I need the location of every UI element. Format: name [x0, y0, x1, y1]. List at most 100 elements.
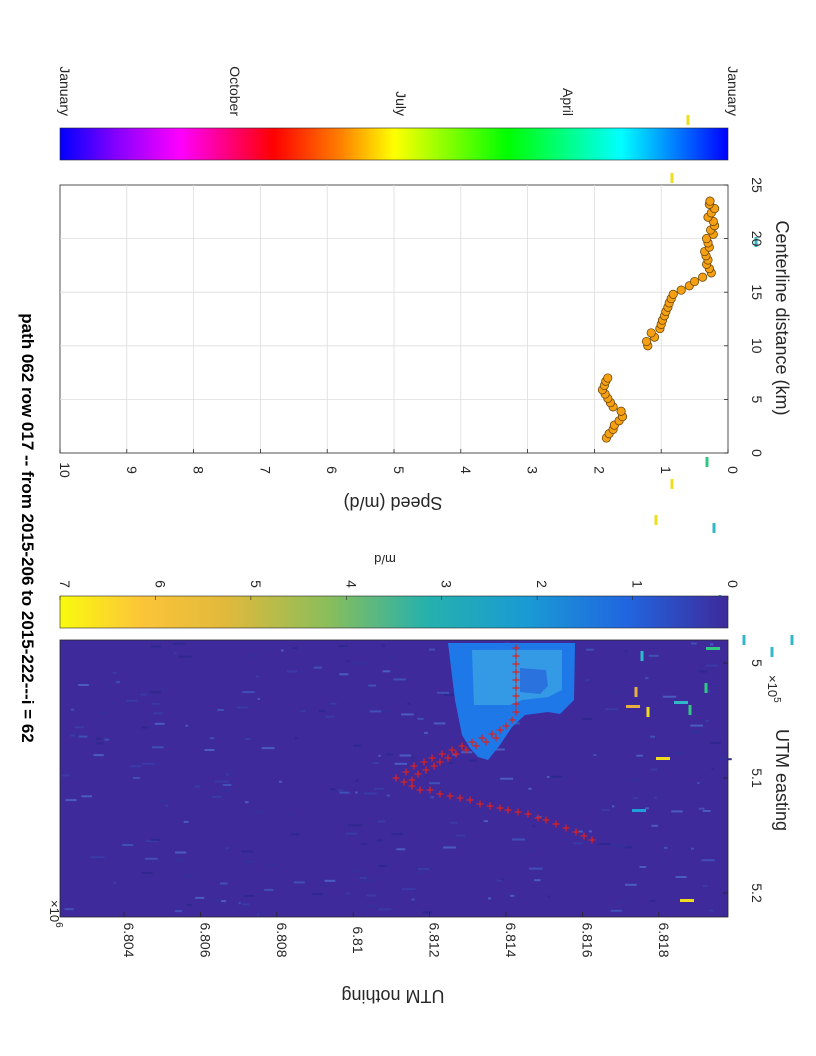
profile-speed-tick-label: 1	[658, 466, 674, 474]
map-speckle	[650, 735, 656, 738]
map-speckle	[175, 851, 187, 854]
map-speckle	[346, 660, 350, 663]
map-speckle	[705, 664, 718, 667]
map-speckle	[74, 726, 85, 729]
map-speckle	[348, 824, 362, 827]
centerline-marker	[512, 652, 520, 660]
map-speckle	[689, 731, 701, 734]
map-speckle	[318, 709, 325, 712]
map-y-multiplier: ×106	[47, 900, 64, 928]
centerline-marker	[458, 742, 466, 750]
centerline-marker	[400, 778, 408, 786]
map-speckle	[164, 804, 169, 807]
map-speckle	[261, 747, 275, 750]
speed-colorbar-gradient	[59, 595, 729, 629]
map-speckle	[360, 843, 367, 845]
speed-profile: 0 1 2 3 4 5 6 7 8 9 10 0 5 10 15 20 25 Speed (m/d) Cent…	[57, 177, 792, 513]
centerline-marker	[408, 776, 416, 784]
map-speckle	[364, 879, 373, 882]
map-speckle	[429, 648, 435, 651]
map-speckle	[608, 844, 618, 847]
map-speckle	[247, 654, 259, 657]
speed-colorbar-tick-label: 6	[152, 580, 168, 588]
map-speckle	[674, 751, 687, 754]
centerline-marker	[410, 762, 418, 770]
map-speckle	[618, 901, 626, 904]
map-outlier	[656, 757, 670, 760]
centerline-marker	[542, 816, 550, 824]
centerline-marker	[468, 738, 476, 746]
centerline-marker	[496, 804, 504, 812]
map-speckle	[372, 761, 380, 764]
map-speckle	[69, 734, 81, 737]
map-y-tick-label: 6.814	[503, 922, 519, 957]
map-speckle	[378, 908, 392, 911]
map-speckle	[174, 858, 184, 861]
map-speckle	[229, 771, 233, 773]
profile-speed-ticks: 0 1 2 3 4 5 6 7 8 9 10	[57, 449, 741, 478]
map-speckle	[353, 662, 368, 665]
map-x-tick-label: 5.1	[749, 768, 765, 788]
map-speckle	[611, 690, 618, 693]
map-speckle	[186, 904, 192, 907]
centerline-marker	[476, 800, 484, 808]
profile-points	[597, 196, 720, 443]
map-outlier	[706, 647, 720, 650]
map-speckle	[570, 822, 579, 825]
map-speckle	[104, 738, 110, 741]
map-speckle	[292, 647, 298, 649]
centerline-marker	[462, 746, 470, 754]
map-speckle	[636, 754, 643, 757]
map-speckle	[430, 796, 434, 799]
map-speckle	[601, 809, 610, 812]
map-outlier	[742, 635, 746, 645]
map-speckle	[346, 892, 351, 895]
map-speckle	[312, 892, 324, 895]
map-speckle	[241, 850, 254, 853]
map-speckle	[300, 710, 306, 713]
speed-colorbar-tick-label: 2	[534, 580, 550, 588]
map-speckle	[690, 724, 703, 727]
centerline-marker	[408, 782, 416, 790]
speed-data-point	[603, 373, 613, 383]
profile-speed-tick-label: 10	[57, 462, 73, 478]
map-speckle	[381, 644, 386, 647]
centerline-marker	[448, 746, 456, 754]
map-speckle	[212, 795, 222, 798]
centerline-marker	[512, 676, 520, 684]
map-speckle	[629, 779, 641, 782]
map-speckle	[368, 684, 377, 687]
map-speckle	[541, 729, 545, 731]
map-speckle	[95, 737, 102, 740]
map-speckle	[424, 731, 428, 734]
speed-colorbar-tick-label: 0	[725, 580, 741, 588]
map-speckle	[217, 709, 224, 711]
map-speckle	[500, 777, 514, 780]
map-outlier	[674, 701, 688, 704]
centerline-marker	[446, 792, 454, 800]
map-speckle	[385, 753, 394, 756]
map-speckle	[525, 850, 533, 852]
centerline-marker	[504, 806, 512, 814]
centerline-marker	[472, 742, 480, 750]
map-speckle	[160, 687, 166, 690]
map-outlier	[704, 683, 708, 693]
map-speckle	[650, 768, 658, 771]
map-speckle	[209, 737, 215, 740]
map-speckle	[256, 913, 260, 916]
map-speckle	[62, 774, 70, 777]
map-speckle	[141, 762, 156, 765]
map-speckle	[132, 777, 140, 779]
map-speckle	[443, 694, 455, 697]
figure-title: path 062 row 017 -- from 2015-206 to 201…	[18, 313, 37, 742]
map-speckle	[339, 673, 349, 676]
map-speckle	[399, 754, 412, 757]
glacier-fast-core	[472, 650, 562, 705]
profile-speed-tick-label: 5	[391, 466, 407, 474]
map-speckle	[702, 810, 711, 812]
map-speckle	[573, 842, 584, 845]
centerline-marker	[496, 726, 504, 734]
map-speckle	[78, 735, 88, 738]
map-speckle	[150, 645, 162, 648]
map-x-axis-label: UTM easting	[772, 729, 792, 831]
